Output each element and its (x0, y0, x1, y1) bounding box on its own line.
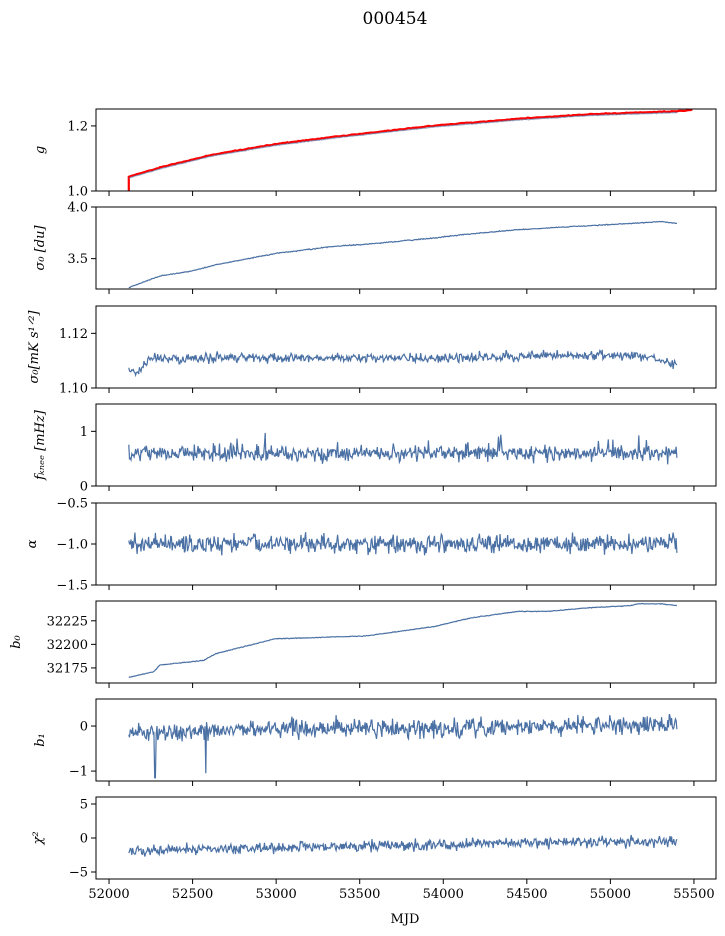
y-tick-label: 1.12 (59, 327, 88, 342)
x-tick-label: 54000 (423, 887, 464, 902)
y-tick-label: −5 (69, 865, 88, 880)
subplot-3: 1.10 1.12 σ₀[mK s¹ᐟ²] (27, 305, 717, 397)
axes-frame (95, 698, 717, 782)
y-tick-label: 1.0 (67, 185, 88, 200)
y-tick-label: 0 (80, 480, 88, 495)
y-tick-label: 32200 (47, 638, 88, 653)
y-tick-label: 0 (80, 832, 88, 847)
y-axis-label: σ₀[mK s¹ᐟ²] (27, 310, 42, 384)
y-axis-label: χ² (31, 831, 46, 845)
subplot-2: 3.5 4.0 σ₀ [du] (33, 201, 717, 294)
y-tick-label: −1.5 (56, 579, 88, 594)
x-tick-label: 55500 (673, 887, 714, 902)
data-series-line (128, 348, 678, 378)
x-tick-label: 55000 (590, 887, 631, 902)
y-axis-label: b₁ (33, 733, 48, 747)
data-series-line (128, 220, 678, 289)
y-tick-label: 1.2 (67, 119, 88, 134)
y-tick-label: 32175 (47, 661, 88, 676)
data-series-line (128, 602, 677, 678)
y-axis-label: b₀ (9, 634, 24, 648)
y-tick-label: −1 (69, 765, 88, 780)
y-tick-label: 4.0 (67, 201, 88, 216)
reference-series-line (127, 109, 693, 191)
x-tick-label: 52500 (172, 887, 213, 902)
y-axis-label: g (33, 146, 48, 154)
data-series-line (128, 834, 678, 857)
x-tick-label: 54500 (506, 887, 547, 902)
axes-frame (95, 796, 717, 880)
axes-frame (95, 206, 717, 290)
y-tick-label: 5 (80, 798, 88, 813)
data-series-line (128, 532, 678, 556)
subplot-7: −1 0 b₁ (33, 698, 717, 786)
data-series-line (128, 432, 678, 465)
y-tick-label: 1.10 (59, 382, 88, 397)
data-series-line (128, 111, 678, 179)
axes-frame (95, 108, 717, 192)
subplots: 1.0 1.2 g 3.5 4.0 σ₀ [du] 1.10 1.12 σ₀[mK s¹ᐟ²] 0… (9, 108, 717, 902)
y-axis-label: fₖₙₑₑ [mHz] (33, 409, 48, 481)
y-tick-label: −1.0 (56, 538, 88, 553)
y-tick-label: 3.5 (67, 252, 88, 267)
chart-title: 000454 (363, 9, 428, 29)
subplot-6: 32175 32200 32225 b₀ (9, 600, 717, 688)
x-tick-label: 53000 (255, 887, 296, 902)
y-tick-label: −0.5 (56, 497, 88, 512)
y-axis-label: σ₀ [du] (33, 225, 48, 271)
subplot-8: −5 0 5 52000 52500 53000 53500 54000 54500 55000 5… (31, 796, 717, 902)
subplot-1: 1.0 1.2 g (33, 108, 717, 200)
x-tick-label: 52000 (88, 887, 129, 902)
x-tick-label: 53500 (339, 887, 380, 902)
x-axis-label: MJD (391, 912, 420, 927)
y-tick-label: 32225 (47, 614, 88, 629)
axes-frame (95, 600, 717, 684)
data-series-line (128, 713, 678, 779)
axes-frame (95, 305, 717, 389)
subplot-4: 0 1 fₖₙₑₑ [mHz] (33, 403, 717, 495)
y-tick-label: 0 (80, 720, 88, 735)
subplot-5: −1.5 −1.0 −0.5 α (25, 497, 717, 594)
axes-frame (95, 403, 717, 487)
y-tick-label: 1 (80, 425, 88, 440)
y-axis-label: α (25, 539, 40, 548)
